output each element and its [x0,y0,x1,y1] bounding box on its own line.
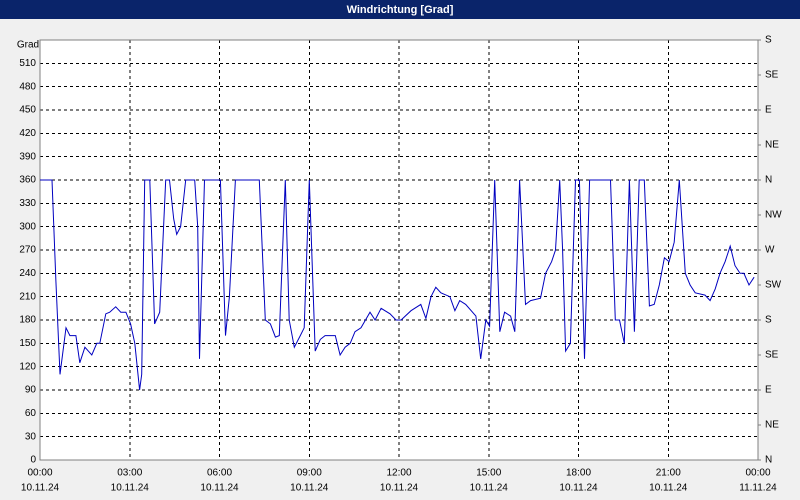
x-tick-label: 12:00 [386,468,411,479]
x-tick-label: 00:00 [27,468,52,479]
y-tick-label: 240 [19,268,36,279]
x-tick-label: 00:00 [745,468,770,479]
y-tick-label: 390 [19,151,36,162]
y2-tick-label: NE [765,140,779,151]
x-tick-label: 03:00 [117,468,142,479]
x-tick-label: 15:00 [476,468,501,479]
x-tick-label: 18:00 [566,468,591,479]
y2-tick-label: SW [765,280,782,291]
y-tick-label: 510 [19,58,36,69]
y2-tick-label: NE [765,420,779,431]
y2-tick-label: E [765,385,772,396]
y2-tick-label: N [765,175,772,186]
y-tick-label: 120 [19,361,36,372]
data-line [40,179,755,391]
y2-tick-label: S [765,315,772,326]
x-tick-date: 10.11.24 [111,483,150,494]
y-tick-label: 330 [19,198,36,209]
y-tick-label: 300 [19,221,36,232]
y-tick-label: 270 [19,245,36,256]
y-tick-label: 60 [25,408,37,419]
x-tick-date: 10.11.24 [470,483,509,494]
y-tick-label: 90 [25,385,37,396]
x-tick-label: 09:00 [297,468,322,479]
y2-tick-label: E [765,105,772,116]
title-bar [0,0,800,19]
y2-tick-label: W [765,245,775,256]
x-tick-date: 10.11.24 [649,483,688,494]
y-tick-label: 30 [25,431,37,442]
x-tick-date: 10.11.24 [200,483,239,494]
y2-tick-label: SE [765,70,779,81]
y2-tick-label: SE [765,350,779,361]
y-axis-label: Grad [17,40,39,51]
y-tick-label: 450 [19,105,36,116]
y-tick-label: 420 [19,128,36,139]
y-tick-label: 150 [19,338,36,349]
y-tick-label: 0 [30,455,36,466]
y-tick-label: 210 [19,291,36,302]
y-tick-label: 480 [19,81,36,92]
x-tick-date: 10.11.24 [559,483,598,494]
x-tick-label: 21:00 [656,468,681,479]
x-tick-date: 10.11.24 [21,483,60,494]
x-tick-date: 11.11.24 [739,483,777,494]
y-tick-label: 360 [19,175,36,186]
y2-tick-label: S [765,35,772,46]
x-tick-date: 10.11.24 [290,483,329,494]
y-tick-label: 180 [19,315,36,326]
plot-frame [39,39,759,461]
y2-tick-label: NW [765,210,782,221]
x-tick-label: 06:00 [207,468,232,479]
x-tick-date: 10.11.24 [380,483,419,494]
chart-title: Windrichtung [Grad] [347,4,454,16]
y2-tick-label: N [765,455,772,466]
